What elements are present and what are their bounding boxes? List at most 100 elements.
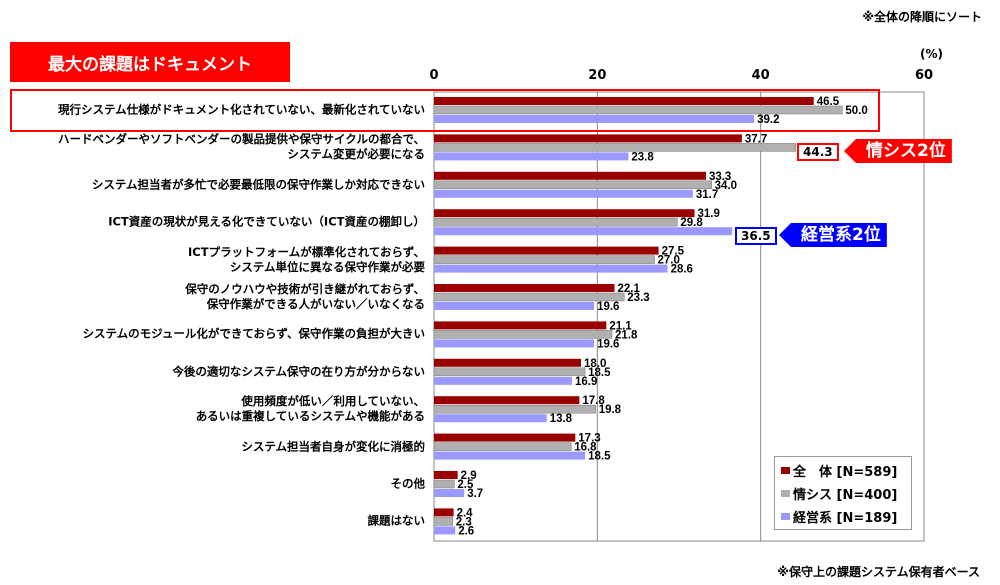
bar: [434, 471, 458, 479]
data-label: 28.6: [671, 264, 693, 276]
data-label: 19.6: [597, 338, 619, 350]
data-label: 17.8: [582, 395, 605, 407]
bar: [434, 414, 547, 423]
x-tick-label: 0: [429, 68, 439, 83]
data-label: 19.6: [597, 301, 619, 313]
data-label: 37.7: [745, 133, 767, 145]
callout-tag-jyoshisu: 情シス2位: [844, 139, 952, 163]
data-label: 31.7: [696, 189, 718, 201]
data-label: 17.3: [578, 433, 600, 445]
headline-banner: 最大の課題はドキュメント: [10, 42, 290, 82]
data-label: 34.0: [715, 180, 737, 192]
category-label: 保守のノウハウや技術が引き継がれておらず、 保守作業ができる人がいない／いなくなる: [185, 282, 425, 312]
bar: [434, 321, 607, 330]
bar: [433, 105, 843, 115]
bar: [434, 396, 580, 405]
data-label: 18.0: [584, 358, 606, 370]
category-label: その他: [391, 477, 426, 492]
data-label: 19.8: [599, 404, 622, 416]
data-label: 23.3: [627, 292, 649, 304]
data-label: 50.0: [845, 105, 867, 117]
category-label-line: システム担当者自身が変化に消極的: [241, 439, 425, 454]
bar: [434, 264, 668, 273]
bar: [433, 517, 454, 526]
base-note: ※保守上の課題システム保有者ベース: [777, 565, 980, 579]
data-label: 2.5: [457, 479, 474, 491]
data-label: 29.8: [680, 217, 703, 229]
legend-label: 情シス [N=400]: [793, 488, 898, 503]
bar: [434, 451, 586, 460]
bar: [434, 339, 595, 348]
category-label: ICTプラットフォームが標準化されておらず、 システム単位に異なる保守作業が必要: [188, 245, 425, 275]
bar: [433, 404, 596, 414]
data-label: 33.3: [709, 171, 731, 183]
category-label: システムのモジュール化ができておらず、保守作業の負担が大きい: [83, 327, 425, 342]
category-label: 現行システム仕様がドキュメント化されていない、最新化されていない: [58, 103, 425, 118]
category-label-line: 現行システム仕様がドキュメント化されていない、最新化されていない: [58, 102, 425, 117]
category-label-line: その他: [390, 476, 426, 491]
legend-item-keieikei: 経営系 [N=189]: [781, 505, 905, 528]
bar: [433, 255, 655, 264]
bar: [434, 246, 659, 255]
bar: [433, 479, 455, 489]
bar: [433, 367, 586, 377]
category-label-line: 今後の適切なシステム保守の在り方が分からない: [172, 364, 425, 379]
bar: [434, 134, 742, 143]
x-tick-label: 60: [914, 68, 934, 83]
bar: [433, 143, 797, 152]
bar: [434, 152, 629, 161]
category-label-line: 課題はない: [367, 513, 426, 528]
data-label: 2.6: [458, 525, 474, 537]
bar: [433, 330, 613, 339]
data-label: 21.1: [609, 320, 632, 332]
data-label: 31.9: [698, 208, 720, 220]
data-label: 13.8: [550, 413, 573, 425]
category-label: 使用頻度が低い／利用していない、 あるいは重複しているシステムや機能がある: [196, 394, 425, 424]
bar: [433, 217, 678, 227]
bar: [434, 376, 573, 385]
bar: [434, 284, 615, 292]
category-label-line: ICT資産の現状が見える化できていない（ICT資産の棚卸し）: [108, 214, 425, 229]
category-label-line: システムのモジュール化ができておらず、保守作業の負担が大きい: [82, 326, 425, 341]
bar: [434, 227, 733, 236]
bar: [434, 358, 581, 367]
category-label-line: あるいは重複しているシステムや機能がある: [195, 409, 425, 424]
x-tick-label: 40: [751, 68, 770, 83]
category-label-line: 保守のノウハウや技術が引き継がれておらず、: [185, 282, 425, 296]
bar: [434, 171, 706, 180]
data-label: 18.5: [588, 367, 611, 379]
callout-value-jyoshisu: 44.3: [797, 143, 839, 161]
legend-label: 全 体 [N=589]: [793, 465, 898, 480]
legend-swatch: [781, 467, 790, 474]
data-label: 3.7: [467, 488, 483, 500]
legend-label: 経営系 [N=189]: [793, 511, 898, 526]
bar: [433, 442, 572, 451]
data-label: 21.8: [615, 329, 638, 341]
category-label: ICT資産の現状が見える化できていない（ICT資産の棚卸し）: [108, 215, 425, 230]
category-label-line: システム担当者が多忙で必要最低限の保守作業しか対応できない: [91, 177, 425, 192]
data-label: 46.5: [817, 96, 840, 108]
bar: [434, 489, 465, 497]
bar: [434, 209, 695, 218]
category-label-line: ハードベンダーやソフトベンダーの製品提供や保守サイクルの都合で、: [58, 132, 425, 147]
data-label: 18.5: [588, 451, 611, 463]
legend: 全 体 [N=589] 情シス [N=400] 経営系 [N=189]: [774, 456, 912, 530]
category-label: ハードベンダーやソフトベンダーの製品提供や保守サイクルの都合で、 システム変更が必…: [58, 132, 425, 162]
bar: [434, 508, 454, 517]
data-label: 16.8: [574, 442, 597, 454]
bar: [434, 189, 693, 198]
data-label: 23.8: [631, 151, 654, 163]
category-label: システム担当者自身が変化に消極的: [241, 439, 425, 454]
legend-swatch: [781, 513, 790, 520]
x-tick-label: 20: [588, 68, 607, 83]
category-label: システム担当者が多忙で必要最低限の保守作業しか対応できない: [92, 177, 425, 192]
data-label: 2.4: [457, 507, 474, 519]
data-label: 2.3: [456, 516, 472, 528]
bar: [433, 180, 712, 190]
bar: [433, 292, 625, 302]
legend-item-jyoshisu: 情シス [N=400]: [781, 482, 905, 505]
bar: [434, 97, 814, 105]
category-label-line: 使用頻度が低い／利用していない、: [241, 394, 425, 409]
data-label: 27.0: [658, 255, 680, 267]
